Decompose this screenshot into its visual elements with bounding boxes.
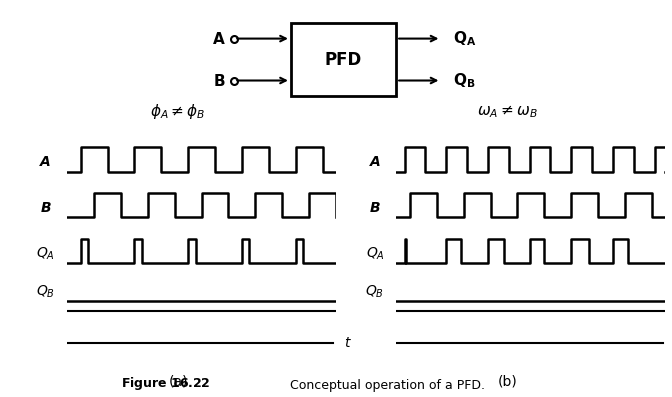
Text: PFD: PFD: [325, 50, 362, 69]
Text: $\boldsymbol{Q_B}$: $\boldsymbol{Q_B}$: [36, 283, 55, 300]
Text: $\mathbf{B}$: $\mathbf{B}$: [213, 73, 226, 89]
Text: $\boldsymbol{B}$: $\boldsymbol{B}$: [369, 201, 381, 215]
Text: $\boldsymbol{B}$: $\boldsymbol{B}$: [40, 201, 52, 215]
Text: $\boldsymbol{A}$: $\boldsymbol{A}$: [40, 155, 52, 170]
Text: $\mathbf{Figure\ 16.22}$: $\mathbf{Figure\ 16.22}$: [121, 375, 210, 392]
Text: (a): (a): [168, 374, 188, 388]
Text: $\omega_A \neq \omega_B$: $\omega_A \neq \omega_B$: [477, 103, 538, 119]
Text: (b): (b): [497, 374, 517, 388]
Text: Conceptual operation of a PFD.: Conceptual operation of a PFD.: [282, 379, 485, 392]
Text: $t$: $t$: [344, 336, 352, 351]
Text: $\boldsymbol{Q_B}$: $\boldsymbol{Q_B}$: [366, 283, 384, 300]
Text: $\boldsymbol{A}$: $\boldsymbol{A}$: [369, 155, 381, 170]
Text: $\mathbf{Q_A}$: $\mathbf{Q_A}$: [453, 29, 476, 48]
Bar: [291, 23, 396, 96]
Text: $\mathbf{A}$: $\mathbf{A}$: [212, 31, 226, 46]
Text: $\boldsymbol{Q_A}$: $\boldsymbol{Q_A}$: [36, 245, 55, 262]
Text: $\phi_A \neq \phi_B$: $\phi_A \neq \phi_B$: [151, 102, 206, 121]
Text: $\mathbf{Q_B}$: $\mathbf{Q_B}$: [453, 71, 475, 90]
Text: $\boldsymbol{Q_A}$: $\boldsymbol{Q_A}$: [366, 245, 384, 262]
